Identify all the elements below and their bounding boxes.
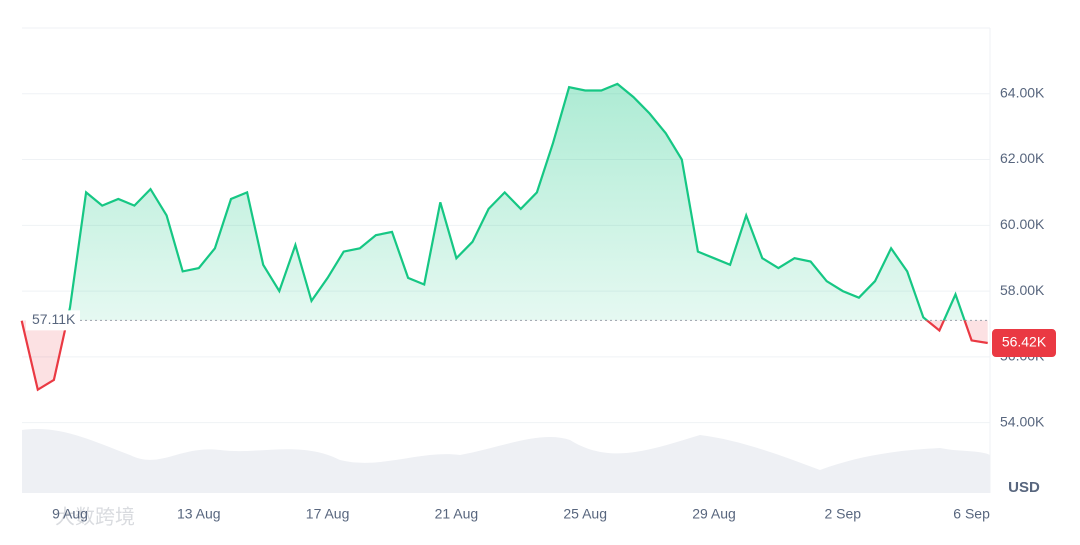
x-tick-label: 6 Sep [953,506,990,522]
x-tick-label: 25 Aug [563,506,607,522]
x-tick-label: 17 Aug [306,506,350,522]
x-tick-label: 9 Aug [52,506,88,522]
y-tick-label: 64.00K [1000,84,1045,100]
x-tick-label: 13 Aug [177,506,221,522]
area-up [21,83,988,321]
price-line [66,82,966,321]
last-price-label: 56.42K [1002,334,1047,350]
last-price-badge [992,329,1056,358]
reference-label: 57.11K [32,311,76,327]
y-tick-label: 58.00K [1000,282,1045,298]
y-tick-label: 60.00K [1000,216,1045,232]
x-tick-label: 2 Sep [825,506,862,522]
reference-label-bg [26,310,80,331]
y-tick-label: 54.00K [1000,413,1045,429]
y-tick-label: 62.00K [1000,150,1045,166]
x-tick-label: 21 Aug [435,506,479,522]
volume-area [22,429,990,493]
y-axis-label: USD [1008,479,1040,496]
watermark: 大数跨境 [55,505,135,528]
x-tick-label: 29 Aug [692,506,736,522]
